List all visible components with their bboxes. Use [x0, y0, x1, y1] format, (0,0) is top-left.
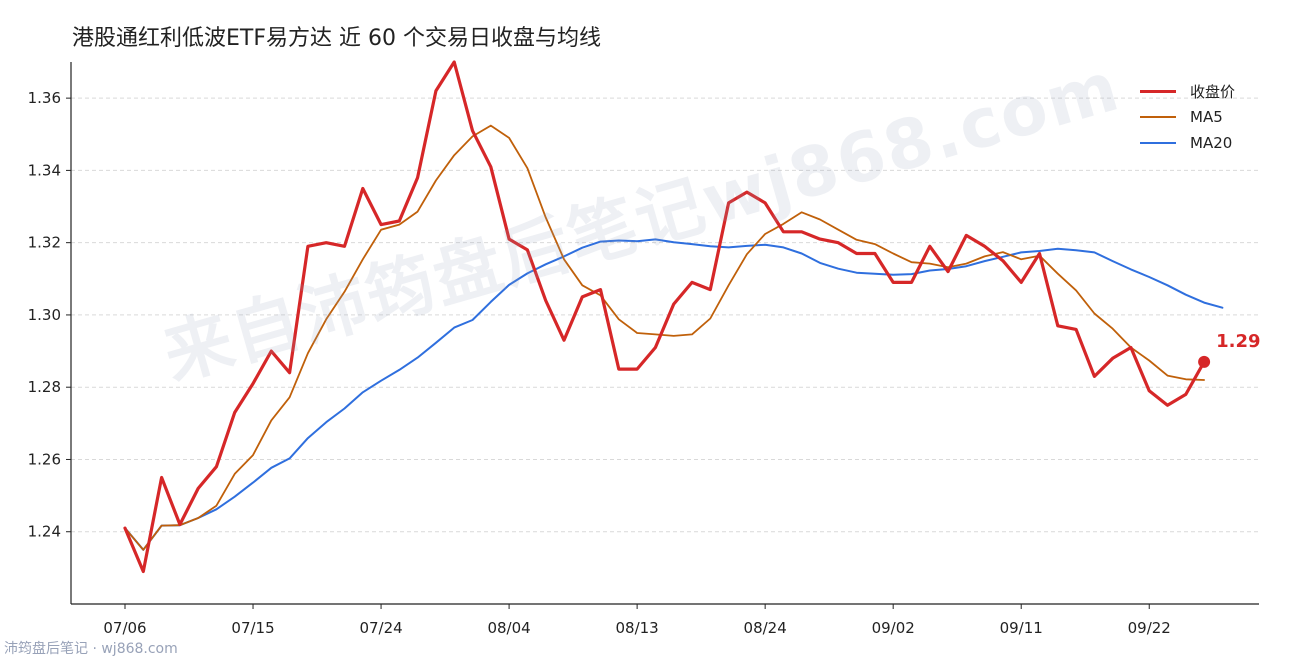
series-line-close: [123, 60, 1206, 574]
y-tick-label: 1.26: [28, 450, 61, 468]
y-tick-label: 1.30: [28, 306, 61, 324]
legend-swatch-ma5: [1140, 116, 1176, 118]
y-tick-label: 1.24: [28, 523, 61, 541]
legend-item-close: 收盘价: [1140, 78, 1235, 104]
x-tick-label: 07/15: [231, 619, 274, 637]
x-tick-label: 09/22: [1128, 619, 1171, 637]
x-tick-label: 07/06: [103, 619, 146, 637]
legend-item-ma20: MA20: [1140, 130, 1235, 156]
legend-item-ma5: MA5: [1140, 104, 1235, 130]
legend-label-close: 收盘价: [1190, 82, 1236, 101]
x-tick-label: 09/11: [1000, 619, 1043, 637]
series-line-ma20: [124, 238, 1224, 551]
series-lines: [123, 60, 1224, 574]
grid-lines: [71, 97, 1259, 533]
last-point-dot: [1198, 355, 1211, 368]
x-tick-label: 08/13: [616, 619, 659, 637]
axes: [70, 62, 1259, 605]
y-tick-label: 1.32: [28, 234, 61, 252]
x-axis-ticks: 07/06 07/15 07/24 08/04 08/13 08/24 09/02 09/11…: [103, 604, 1171, 637]
y-axis-ticks: 1.24 1.26 1.28 1.30 1.32 1.34 1.36: [28, 89, 71, 541]
footer-source: 沛筠盘后笔记 · wj868.com: [4, 641, 178, 657]
legend-swatch-close: [1140, 89, 1176, 93]
y-tick-label: 1.34: [28, 161, 61, 179]
legend: 收盘价 MA5 MA20: [1140, 78, 1235, 156]
x-tick-label: 09/02: [872, 619, 915, 637]
last-point-marker: [1198, 355, 1211, 368]
series-line-ma5: [124, 124, 1205, 551]
x-tick-label: 08/04: [487, 619, 530, 637]
y-tick-label: 1.28: [28, 378, 61, 396]
legend-swatch-ma20: [1140, 142, 1176, 144]
chart-title: 港股通红利低波ETF易方达 近 60 个交易日收盘与均线: [72, 26, 601, 51]
x-tick-label: 08/24: [744, 619, 787, 637]
legend-label-ma5: MA5: [1190, 108, 1223, 126]
x-tick-label: 07/24: [359, 619, 402, 637]
y-tick-label: 1.36: [28, 89, 61, 107]
legend-label-ma20: MA20: [1190, 134, 1233, 152]
last-value-label: 1.29: [1216, 330, 1261, 352]
